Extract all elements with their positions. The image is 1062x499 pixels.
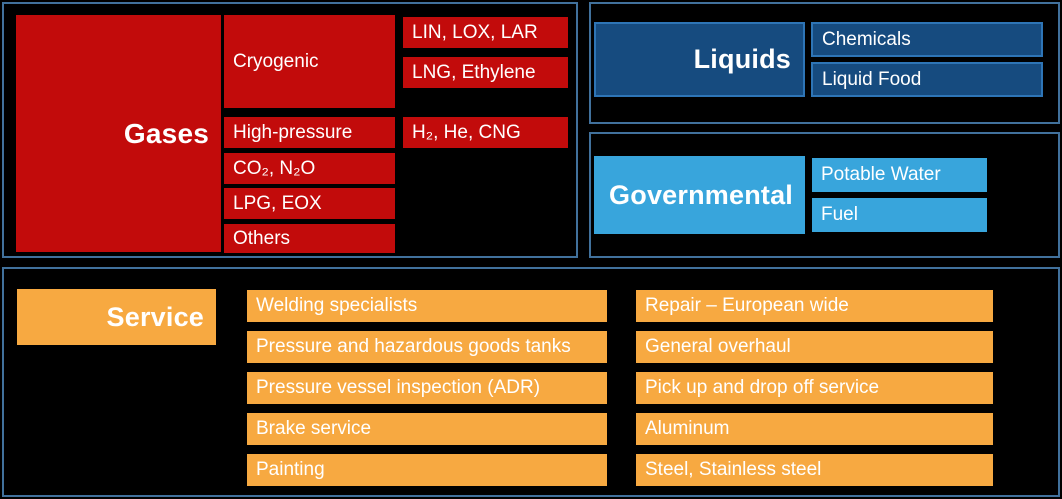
liquids-item-chemicals: Chemicals — [811, 22, 1043, 57]
gases-category-high-pressure: High-pressure — [224, 117, 395, 148]
service-item-aluminum: Aluminum — [636, 413, 993, 445]
service-item-brake-service: Brake service — [247, 413, 607, 445]
liquids-item-liquid-food: Liquid Food — [811, 62, 1043, 97]
service-title-box: Service — [17, 289, 216, 345]
governmental-item-fuel: Fuel — [812, 198, 987, 232]
governmental-item-potable-water: Potable Water — [812, 158, 987, 192]
service-item-general-overhaul: General overhaul — [636, 331, 993, 363]
service-item-steel-stainless-steel: Steel, Stainless steel — [636, 454, 993, 486]
liquids-title-box: Liquids — [594, 22, 805, 97]
service-item-pressure-vessel-inspection: Pressure vessel inspection (ADR) — [247, 372, 607, 404]
gases-category-cryogenic: Cryogenic — [224, 15, 395, 108]
gases-product-h2-he-cng: H₂, He, CNG — [403, 117, 568, 148]
gases-product-lin-lox-lar: LIN, LOX, LAR — [403, 17, 568, 48]
service-item-repair-european-wide: Repair – European wide — [636, 290, 993, 322]
gases-product-lng-ethylene: LNG, Ethylene — [403, 57, 568, 88]
gases-title-box: Gases — [16, 15, 221, 252]
governmental-title-box: Governmental — [594, 156, 805, 234]
service-item-welding-specialists: Welding specialists — [247, 290, 607, 322]
service-item-pick-up-drop-off: Pick up and drop off service — [636, 372, 993, 404]
service-item-pressure-hazardous-goods-tanks: Pressure and hazardous goods tanks — [247, 331, 607, 363]
gases-category-others: Others — [224, 224, 395, 253]
gases-category-lpg-eox: LPG, EOX — [224, 188, 395, 219]
gases-category-co2-n2o: CO₂, N₂O — [224, 153, 395, 184]
service-item-painting: Painting — [247, 454, 607, 486]
